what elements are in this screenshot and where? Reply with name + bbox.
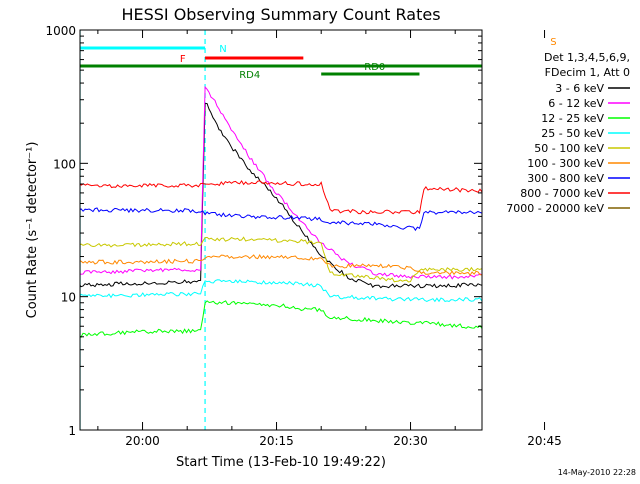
legend-label-2: 12 - 25 keV — [541, 112, 604, 125]
footer-timestamp: 14-May-2010 22:28 — [558, 468, 636, 477]
legend-label-5: 100 - 300 keV — [527, 157, 604, 170]
x-tick-label-2: 20:30 — [393, 434, 428, 448]
marker-label-n: N — [219, 44, 226, 55]
marker-label-rd0: RD0 — [364, 62, 385, 73]
legend-header-2: FDecim 1, Att 0 — [545, 66, 630, 79]
y-axis-label: Count Rate (s⁻¹ detector⁻¹) — [25, 142, 40, 319]
y-tick-label-2: 100 — [53, 157, 76, 171]
x-tick-label-3: 20:45 — [527, 434, 562, 448]
legend-label-0: 3 - 6 keV — [555, 82, 604, 95]
series-line-6 — [80, 207, 482, 232]
series-line-8 — [554, 367, 567, 430]
marker-label-rd4: RD4 — [239, 70, 260, 81]
legend-label-3: 25 - 50 keV — [541, 127, 604, 140]
y-tick-label-3: 1000 — [45, 24, 76, 38]
chart-title: HESSI Observing Summary Count Rates — [121, 5, 440, 24]
x-tick-label-1: 20:15 — [259, 434, 294, 448]
x-tick-label-0: 20:00 — [125, 434, 160, 448]
plot-frame — [79, 29, 483, 431]
legend-label-6: 300 - 800 keV — [527, 172, 604, 185]
legend-label-4: 50 - 100 keV — [534, 142, 604, 155]
legend-label-7: 800 - 7000 keV — [520, 187, 604, 200]
marker-label-s: S — [550, 37, 556, 48]
series-line-3 — [80, 279, 482, 303]
series-line-5 — [80, 253, 482, 276]
y-tick-label-1: 10 — [61, 291, 76, 305]
legend-label-8: 7000 - 20000 keV — [506, 202, 604, 215]
y-tick-label-0: 1 — [68, 424, 76, 438]
series-line-4 — [80, 236, 482, 283]
legend-label-1: 6 - 12 keV — [548, 97, 604, 110]
series-line-0 — [80, 102, 482, 289]
series-line-7 — [80, 179, 482, 215]
marker-label-f: F — [180, 54, 186, 65]
x-axis-label: Start Time (13-Feb-10 19:49:22) — [176, 455, 386, 470]
legend-header-1: Det 1,3,4,5,6,9, — [544, 51, 630, 64]
